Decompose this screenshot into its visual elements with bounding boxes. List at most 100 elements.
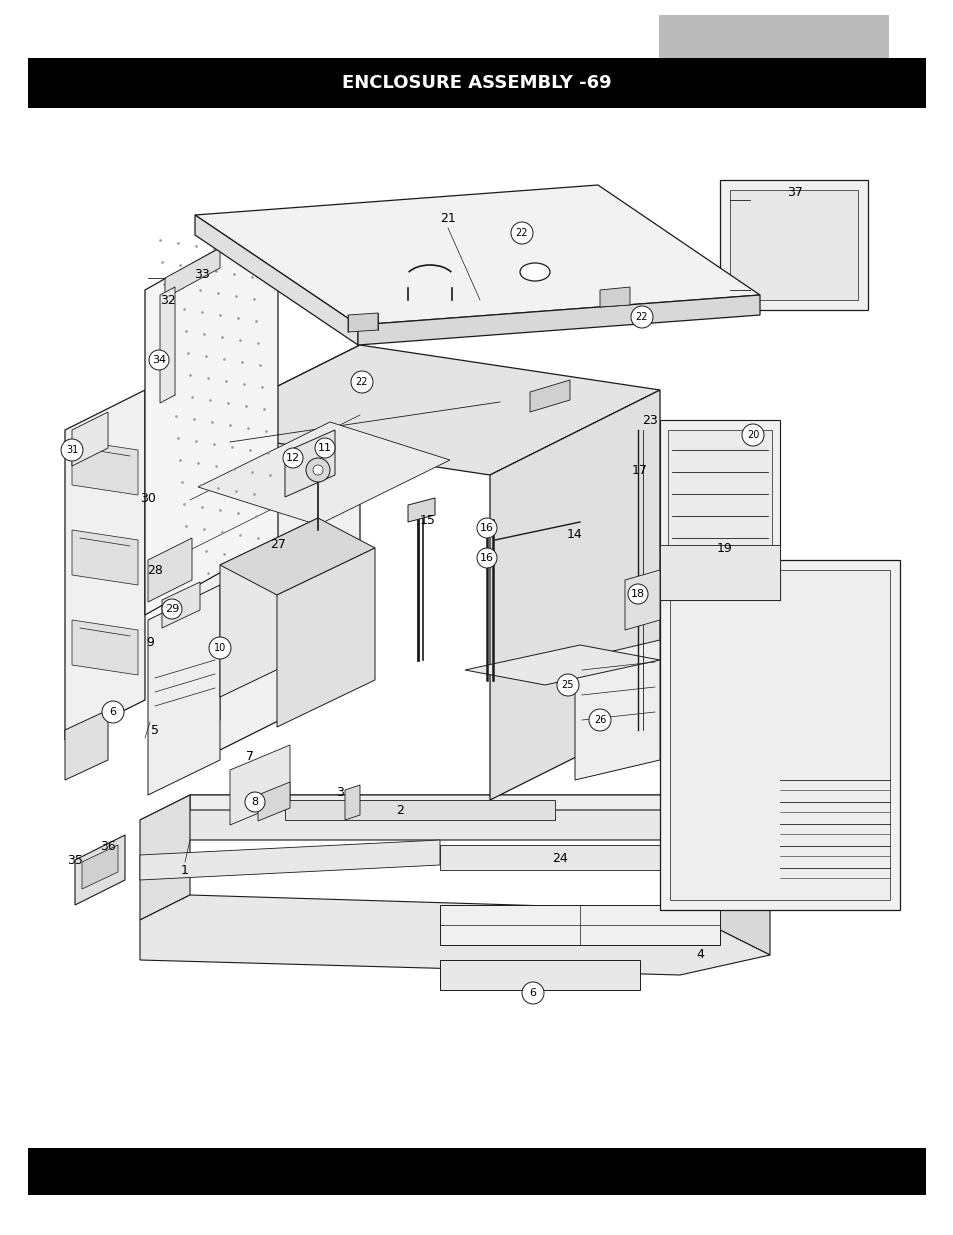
Circle shape xyxy=(283,448,303,468)
Text: 8: 8 xyxy=(252,797,258,806)
Polygon shape xyxy=(65,390,145,740)
Text: 2: 2 xyxy=(395,804,403,816)
Polygon shape xyxy=(220,517,317,697)
Polygon shape xyxy=(345,785,359,820)
Text: 28: 28 xyxy=(147,563,163,577)
Polygon shape xyxy=(530,380,569,412)
Bar xyxy=(28,58,925,107)
Circle shape xyxy=(61,438,83,461)
Text: 11: 11 xyxy=(317,443,332,453)
Circle shape xyxy=(245,792,265,811)
Polygon shape xyxy=(190,345,359,764)
Polygon shape xyxy=(285,800,555,820)
Text: 27: 27 xyxy=(270,538,286,552)
Text: ENCLOSURE ASSEMBLY -69: ENCLOSURE ASSEMBLY -69 xyxy=(342,74,611,91)
Polygon shape xyxy=(490,390,659,800)
Text: 33: 33 xyxy=(193,268,210,282)
Polygon shape xyxy=(659,420,780,600)
Text: 17: 17 xyxy=(632,463,647,477)
Text: 22: 22 xyxy=(635,312,648,322)
Circle shape xyxy=(588,709,610,731)
Bar xyxy=(28,1149,925,1195)
Text: 3: 3 xyxy=(335,785,344,799)
Polygon shape xyxy=(659,545,780,600)
Polygon shape xyxy=(75,835,125,905)
Text: 6: 6 xyxy=(529,988,536,998)
Polygon shape xyxy=(71,620,138,676)
Circle shape xyxy=(314,438,335,458)
Ellipse shape xyxy=(519,263,550,282)
Text: 5: 5 xyxy=(151,724,159,736)
Polygon shape xyxy=(575,640,659,781)
Polygon shape xyxy=(667,430,771,590)
Polygon shape xyxy=(624,571,659,630)
Circle shape xyxy=(162,599,182,619)
Text: 20: 20 xyxy=(746,430,759,440)
Polygon shape xyxy=(145,215,277,615)
Polygon shape xyxy=(348,312,377,332)
Polygon shape xyxy=(659,559,899,910)
Polygon shape xyxy=(357,295,760,345)
Polygon shape xyxy=(230,745,290,825)
Bar xyxy=(659,15,888,58)
Text: 9: 9 xyxy=(146,636,153,650)
Circle shape xyxy=(741,424,763,446)
Text: 35: 35 xyxy=(67,853,83,867)
Circle shape xyxy=(306,458,330,482)
Polygon shape xyxy=(220,517,375,595)
Circle shape xyxy=(476,517,497,538)
Circle shape xyxy=(521,982,543,1004)
Text: 22: 22 xyxy=(516,228,528,238)
Polygon shape xyxy=(71,412,108,466)
Polygon shape xyxy=(150,664,220,755)
Text: 14: 14 xyxy=(566,529,582,541)
Polygon shape xyxy=(148,585,220,795)
Polygon shape xyxy=(148,538,192,601)
Text: 1: 1 xyxy=(181,863,189,877)
Circle shape xyxy=(511,222,533,245)
Circle shape xyxy=(627,584,647,604)
Polygon shape xyxy=(679,810,769,955)
Text: 4: 4 xyxy=(696,948,703,962)
Text: 12: 12 xyxy=(286,453,300,463)
Polygon shape xyxy=(439,960,639,990)
Circle shape xyxy=(630,306,652,329)
Polygon shape xyxy=(408,498,435,522)
Polygon shape xyxy=(162,582,200,629)
Text: 10: 10 xyxy=(213,643,226,653)
Text: 34: 34 xyxy=(152,354,166,366)
Polygon shape xyxy=(82,845,118,889)
Polygon shape xyxy=(160,287,174,403)
Polygon shape xyxy=(198,422,450,525)
Polygon shape xyxy=(190,795,769,855)
Text: 21: 21 xyxy=(439,211,456,225)
Polygon shape xyxy=(65,710,108,781)
Text: 24: 24 xyxy=(552,851,567,864)
Text: 6: 6 xyxy=(110,706,116,718)
Polygon shape xyxy=(194,215,357,345)
Polygon shape xyxy=(464,645,659,685)
Polygon shape xyxy=(140,795,190,920)
Text: 18: 18 xyxy=(630,589,644,599)
Polygon shape xyxy=(140,795,769,840)
Text: 30: 30 xyxy=(140,492,155,505)
Circle shape xyxy=(557,674,578,697)
Text: 7: 7 xyxy=(246,751,253,763)
Text: 29: 29 xyxy=(165,604,179,614)
Polygon shape xyxy=(71,530,138,585)
Text: 15: 15 xyxy=(419,514,436,526)
Polygon shape xyxy=(257,782,290,821)
Text: 36: 36 xyxy=(100,841,115,853)
Text: 26: 26 xyxy=(593,715,605,725)
Text: 32: 32 xyxy=(160,294,175,306)
Circle shape xyxy=(209,637,231,659)
Polygon shape xyxy=(599,287,629,308)
Polygon shape xyxy=(165,248,220,298)
Text: 22: 22 xyxy=(355,377,368,387)
Text: 16: 16 xyxy=(479,553,494,563)
Polygon shape xyxy=(285,430,335,496)
Text: 25: 25 xyxy=(561,680,574,690)
Polygon shape xyxy=(71,440,138,495)
Polygon shape xyxy=(669,571,889,900)
Text: 19: 19 xyxy=(717,541,732,555)
